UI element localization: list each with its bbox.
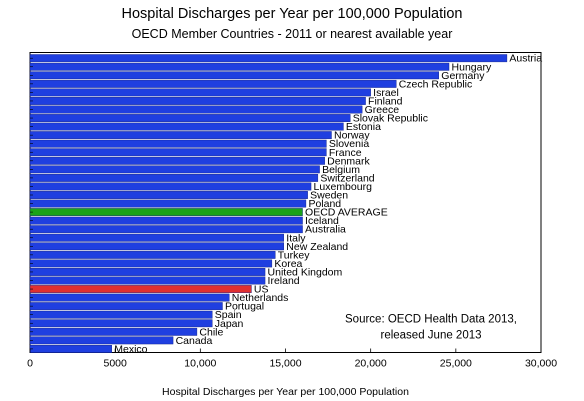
bar-label-sweden: Sweden <box>310 190 348 202</box>
bar-norway <box>29 131 332 140</box>
bar-poland <box>29 199 307 208</box>
x-tick-label: 15,000 <box>269 358 301 370</box>
bar-label-netherlands: Netherlands <box>232 292 289 304</box>
x-axis: 0 5000 10,000 15,000 20,000 25,000 30,000 <box>27 57 557 370</box>
bar-label-finland: Finland <box>368 95 403 107</box>
bar-slovenia <box>29 139 327 148</box>
bar-czech-republic <box>29 79 397 88</box>
bar-japan <box>29 319 213 328</box>
bar-label-iceland: Iceland <box>305 215 339 227</box>
bar-korea <box>29 259 273 268</box>
bar-israel <box>29 88 371 97</box>
bar-label-turkey: Turkey <box>278 249 310 261</box>
x-tick-label: 30,000 <box>525 358 557 370</box>
bar-label-slovak-republic: Slovak Republic <box>353 113 428 125</box>
bar-chile <box>29 327 198 336</box>
bar-spain <box>29 310 213 319</box>
bar-label-denmark: Denmark <box>327 155 370 167</box>
bar-switzerland <box>29 173 319 182</box>
bar-us <box>29 285 252 293</box>
bar-label-czech-republic: Czech Republic <box>399 78 473 90</box>
bar-label-canada: Canada <box>176 335 213 347</box>
bar-label-hungary: Hungary <box>452 61 492 73</box>
bar-label-japan: Japan <box>215 318 244 330</box>
bar-slovak-republic <box>29 114 351 122</box>
bar-label-us: US <box>254 284 269 296</box>
x-tick-label: 25,000 <box>440 358 472 370</box>
bar-label-israel: Israel <box>373 87 399 99</box>
bar-sweden <box>29 191 308 199</box>
bar-label-france: France <box>329 147 362 159</box>
bar-hungary <box>29 62 450 71</box>
bar-turkey <box>29 250 276 259</box>
bar-france <box>29 148 327 157</box>
bar-label-mexico: Mexico <box>114 343 147 355</box>
bar-oecd-average <box>29 208 303 216</box>
bar-label-italy: Italy <box>286 232 306 244</box>
bar-label-spain: Spain <box>215 309 242 321</box>
bar-label-ireland: Ireland <box>268 275 300 287</box>
bar-label-austria: Austria <box>509 53 542 65</box>
bar-iceland <box>29 216 303 225</box>
x-axis-title: Hospital Discharges per Year per 100,000… <box>162 386 409 398</box>
x-tick-label: 10,000 <box>184 358 216 370</box>
bar-label-norway: Norway <box>334 130 370 142</box>
bar-label-estonia: Estonia <box>346 121 381 133</box>
bars-group <box>29 54 508 353</box>
bar-luxembourg <box>29 182 312 191</box>
bar-label-united-kingdom: United Kingdom <box>268 266 343 278</box>
bar-ireland <box>29 276 266 285</box>
bar-canada <box>29 336 174 345</box>
source-annotation-line-1: Source: OECD Health Data 2013, <box>345 314 517 326</box>
bar-label-poland: Poland <box>308 198 341 210</box>
bar-label-belgium: Belgium <box>322 164 360 176</box>
bar-estonia <box>29 122 344 131</box>
bar-united-kingdom <box>29 268 266 276</box>
bar-germany <box>29 71 439 80</box>
bar-denmark <box>29 156 325 165</box>
bar-australia <box>29 225 303 234</box>
bar-label-germany: Germany <box>441 70 485 82</box>
x-tick-label: 0 <box>27 358 33 370</box>
bar-label-luxembourg: Luxembourg <box>314 181 373 193</box>
bar-finland <box>29 97 366 105</box>
x-tick-label: 20,000 <box>355 358 387 370</box>
bar-label-oecd-average: OECD AVERAGE <box>305 207 388 219</box>
bar-label-portugal: Portugal <box>225 301 264 313</box>
bar-belgium <box>29 165 320 174</box>
bar-new-zealand <box>29 242 284 251</box>
bar-label-switzerland: Switzerland <box>320 172 374 184</box>
bar-netherlands <box>29 293 230 302</box>
bar-label-australia: Australia <box>305 224 346 236</box>
bar-label-greece: Greece <box>365 104 400 116</box>
chart-title: Hospital Discharges per Year per 100,000… <box>121 6 463 22</box>
bar-austria <box>29 54 508 63</box>
bar-portugal <box>29 302 223 311</box>
chart-subtitle: OECD Member Countries - 2011 or nearest … <box>131 27 453 41</box>
bar-mexico <box>29 345 112 353</box>
bar-label-slovenia: Slovenia <box>329 138 369 150</box>
bar-greece <box>29 105 363 114</box>
source-annotation-line-2: released June 2013 <box>380 330 481 342</box>
bar-label-new-zealand: New Zealand <box>286 241 348 253</box>
bar-italy <box>29 233 284 242</box>
x-tick-label: 5000 <box>103 358 127 370</box>
bar-label-chile: Chile <box>199 326 223 338</box>
bar-label-korea: Korea <box>274 258 302 270</box>
